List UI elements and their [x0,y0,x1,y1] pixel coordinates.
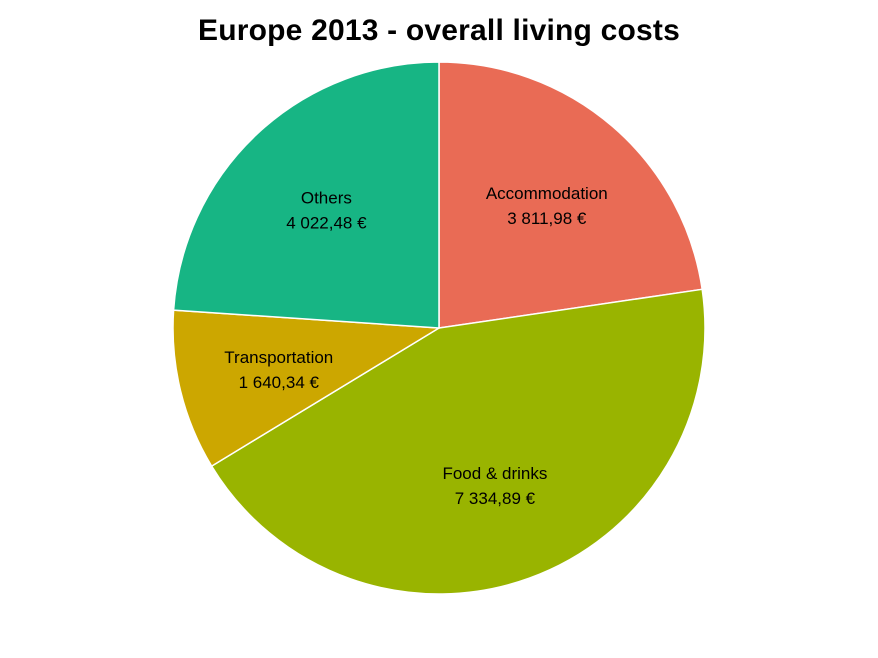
chart-title: Europe 2013 - overall living costs [198,14,680,47]
pie-labels: Accommodation 3 811,98 € Food & drinks 7 33… [224,184,607,508]
slice-label-food-and-drinks: Food & drinks [442,464,547,483]
slice-label-others: Others [301,189,352,208]
slice-value-transportation: 1 640,34 € [239,373,320,392]
pie-slice-accommodation [438,61,704,329]
pie-slice-transportation [172,309,442,468]
slice-value-food-and-drinks: 7 334,89 € [455,489,536,508]
slice-value-others: 4 022,48 € [286,214,367,233]
slice-label-transportation: Transportation [224,348,333,367]
pie-slice-others [172,61,440,329]
slice-value-accommodation: 3 811,98 € [507,209,587,228]
pie-slices [172,61,706,595]
slice-label-accommodation: Accommodation [486,184,608,203]
pie-slice-food-and-drinks [210,288,706,595]
